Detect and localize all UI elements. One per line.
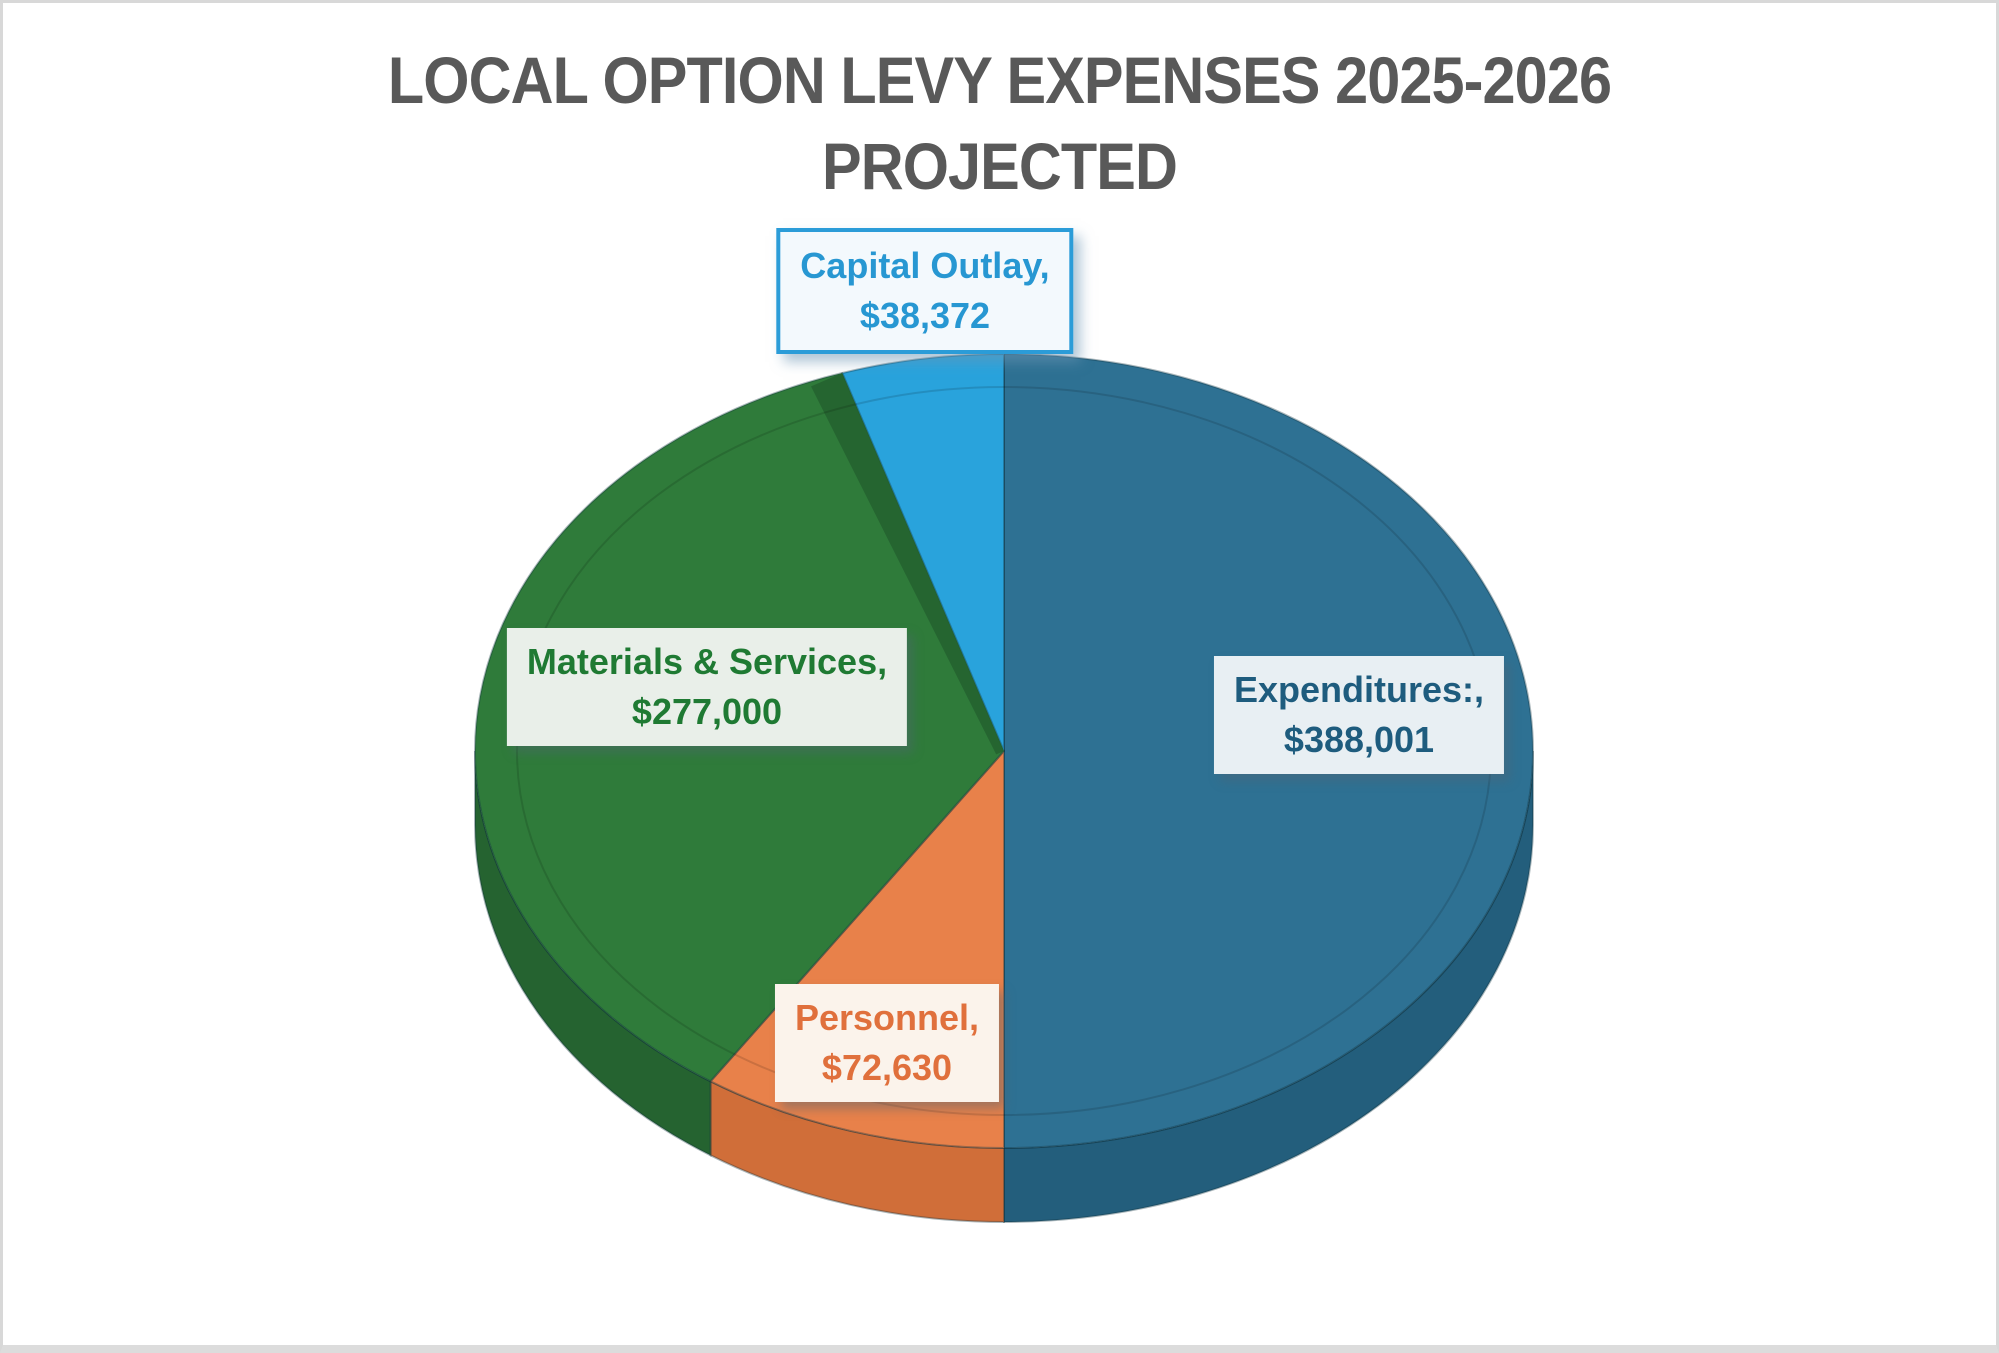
pie-slice-capital-outlay[interactable] bbox=[841, 353, 1005, 752]
chart-title-line2: PROJECTED bbox=[822, 129, 1178, 203]
chart-title: LOCAL OPTION LEVY EXPENSES 2025-2026 PRO… bbox=[3, 37, 1996, 209]
data-label-expenditures[interactable]: Expenditures:, $388,001 bbox=[1213, 656, 1505, 774]
pie-3d-chart[interactable] bbox=[3, 3, 1999, 1353]
chart-title-line1: LOCAL OPTION LEVY EXPENSES 2025-2026 bbox=[387, 43, 1612, 117]
data-label-category: Expenditures:, bbox=[1233, 669, 1485, 710]
pie-slice-bevel-edge-materials-services bbox=[811, 373, 1004, 755]
data-label-category: Materials & Services, bbox=[526, 641, 888, 682]
data-label-value: $38,372 bbox=[859, 295, 991, 336]
data-label-materials-services[interactable]: Materials & Services, $277,000 bbox=[506, 628, 908, 746]
data-label-value: $277,000 bbox=[631, 691, 783, 732]
data-label-value: $388,001 bbox=[1283, 719, 1435, 760]
data-label-category: Personnel, bbox=[794, 997, 980, 1038]
data-label-category: Capital Outlay, bbox=[800, 245, 1050, 286]
data-label-capital-outlay[interactable]: Capital Outlay, $38,372 bbox=[776, 228, 1074, 354]
data-label-value: $72,630 bbox=[821, 1047, 953, 1088]
data-label-personnel[interactable]: Personnel, $72,630 bbox=[774, 984, 1000, 1102]
